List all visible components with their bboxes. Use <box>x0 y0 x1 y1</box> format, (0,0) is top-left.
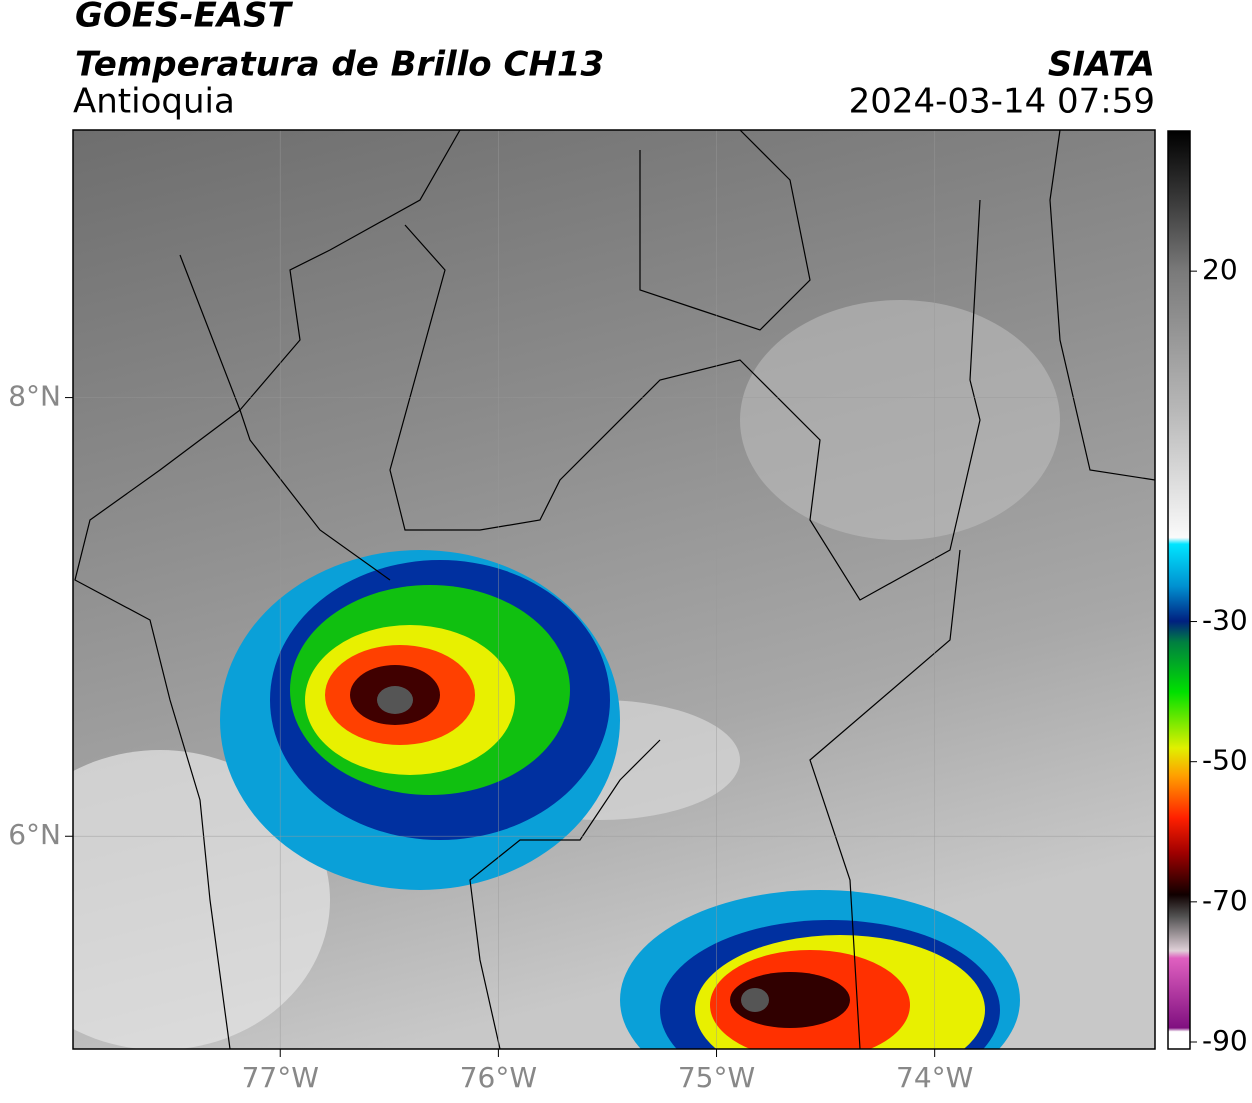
x-tick-label: 77°W <box>242 1061 319 1094</box>
storm-1 <box>220 550 620 890</box>
x-tick-label: 76°W <box>460 1061 537 1094</box>
x-tick-label: 75°W <box>678 1061 755 1094</box>
y-tick-label: 6°N <box>8 818 61 851</box>
colorbar-tick-label: 20 <box>1202 253 1238 286</box>
map-image <box>73 130 1155 1049</box>
storm-2 <box>620 890 1020 1049</box>
map-frame <box>72 129 1156 1050</box>
colorbar-tick-label: -30 <box>1202 604 1248 637</box>
datetime: 2024-03-14 07:59 <box>849 82 1155 122</box>
colorbar-tick-label: -50 <box>1202 744 1248 777</box>
title: GOES-EAST <box>75 0 294 36</box>
y-tick-label: 8°N <box>8 380 61 413</box>
x-tick-label: 74°W <box>896 1061 973 1094</box>
colorbar-tick-label: -90 <box>1202 1024 1248 1057</box>
region: Antioquia <box>73 82 235 122</box>
source: SIATA <box>1048 45 1155 85</box>
colorbar-tick-label: -70 <box>1202 884 1248 917</box>
subtitle: Temperatura de Brillo CH13 <box>75 45 604 85</box>
borders <box>74 130 1155 1049</box>
colorbar <box>1167 130 1191 1050</box>
